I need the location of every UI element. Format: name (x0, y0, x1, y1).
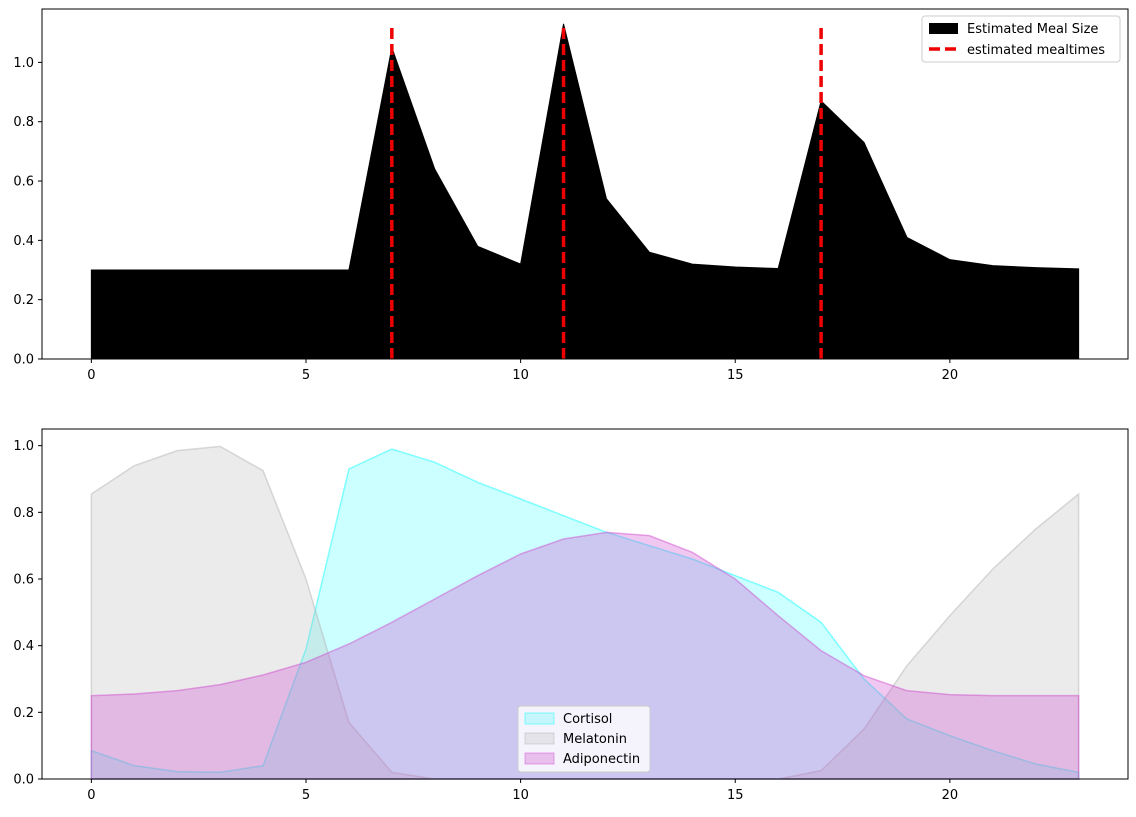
legend-label-melatonin: Melatonin (563, 732, 627, 747)
legend: Cortisol Melatonin Adiponectin (517, 705, 651, 773)
series-area-estimated-meal-size (90, 23, 1080, 360)
y-tick-label: 0.4 (13, 234, 34, 249)
x-tick-label: 15 (727, 788, 744, 803)
y-tick-label: 0.2 (13, 706, 34, 721)
legend-box (517, 705, 651, 773)
legend-label-adiponectin: Adiponectin (563, 752, 640, 767)
y-tick-label: 0.0 (13, 353, 34, 368)
y-tick-label: 0.0 (13, 773, 34, 788)
legend-label-cortisol: Cortisol (563, 712, 612, 727)
legend-label-meal-size: Estimated Meal Size (967, 22, 1098, 37)
x-tick-label: 20 (942, 368, 959, 383)
y-tick-label: 1.0 (13, 439, 34, 454)
bottom-chart-panel: 0 5 10 15 20 0.0 0.2 0.4 0.6 0.8 1.0 Cortisol Melato… (13, 428, 1129, 803)
axes-frame (41, 428, 1129, 780)
y-tick-label: 0.4 (13, 639, 34, 654)
x-tick-label: 15 (727, 368, 744, 383)
y-tick-label: 0.2 (13, 293, 34, 308)
x-tick-label: 20 (942, 788, 959, 803)
y-tick-label: 0.6 (13, 573, 34, 588)
y-tick-label: 0.8 (13, 115, 34, 130)
legend-swatch-melatonin (524, 732, 555, 745)
x-tick-label: 10 (512, 788, 529, 803)
series-area-cortisol (90, 448, 1080, 780)
series-area-adiponectin (90, 531, 1080, 780)
legend: Estimated Meal Size estimated mealtimes (921, 15, 1121, 63)
x-tick-label: 0 (87, 368, 95, 383)
legend-swatch-cortisol (524, 712, 555, 725)
y-tick-label: 0.8 (13, 506, 34, 521)
legend-swatch-adiponectin (524, 752, 555, 765)
y-tick-label: 0.6 (13, 175, 34, 190)
x-tick-label: 0 (87, 788, 95, 803)
y-tick-label: 1.0 (13, 56, 34, 71)
x-tick-label: 10 (512, 368, 529, 383)
legend-box (921, 15, 1121, 63)
legend-label-mealtimes: estimated mealtimes (967, 43, 1105, 58)
legend-swatch-meal-size (929, 23, 958, 34)
axes-frame (41, 8, 1129, 360)
x-tick-label: 5 (302, 368, 310, 383)
x-tick-label: 5 (302, 788, 310, 803)
top-chart-panel: 0 5 10 15 20 0.0 0.2 0.4 0.6 0.8 1.0 Estimated Meal… (13, 8, 1129, 383)
